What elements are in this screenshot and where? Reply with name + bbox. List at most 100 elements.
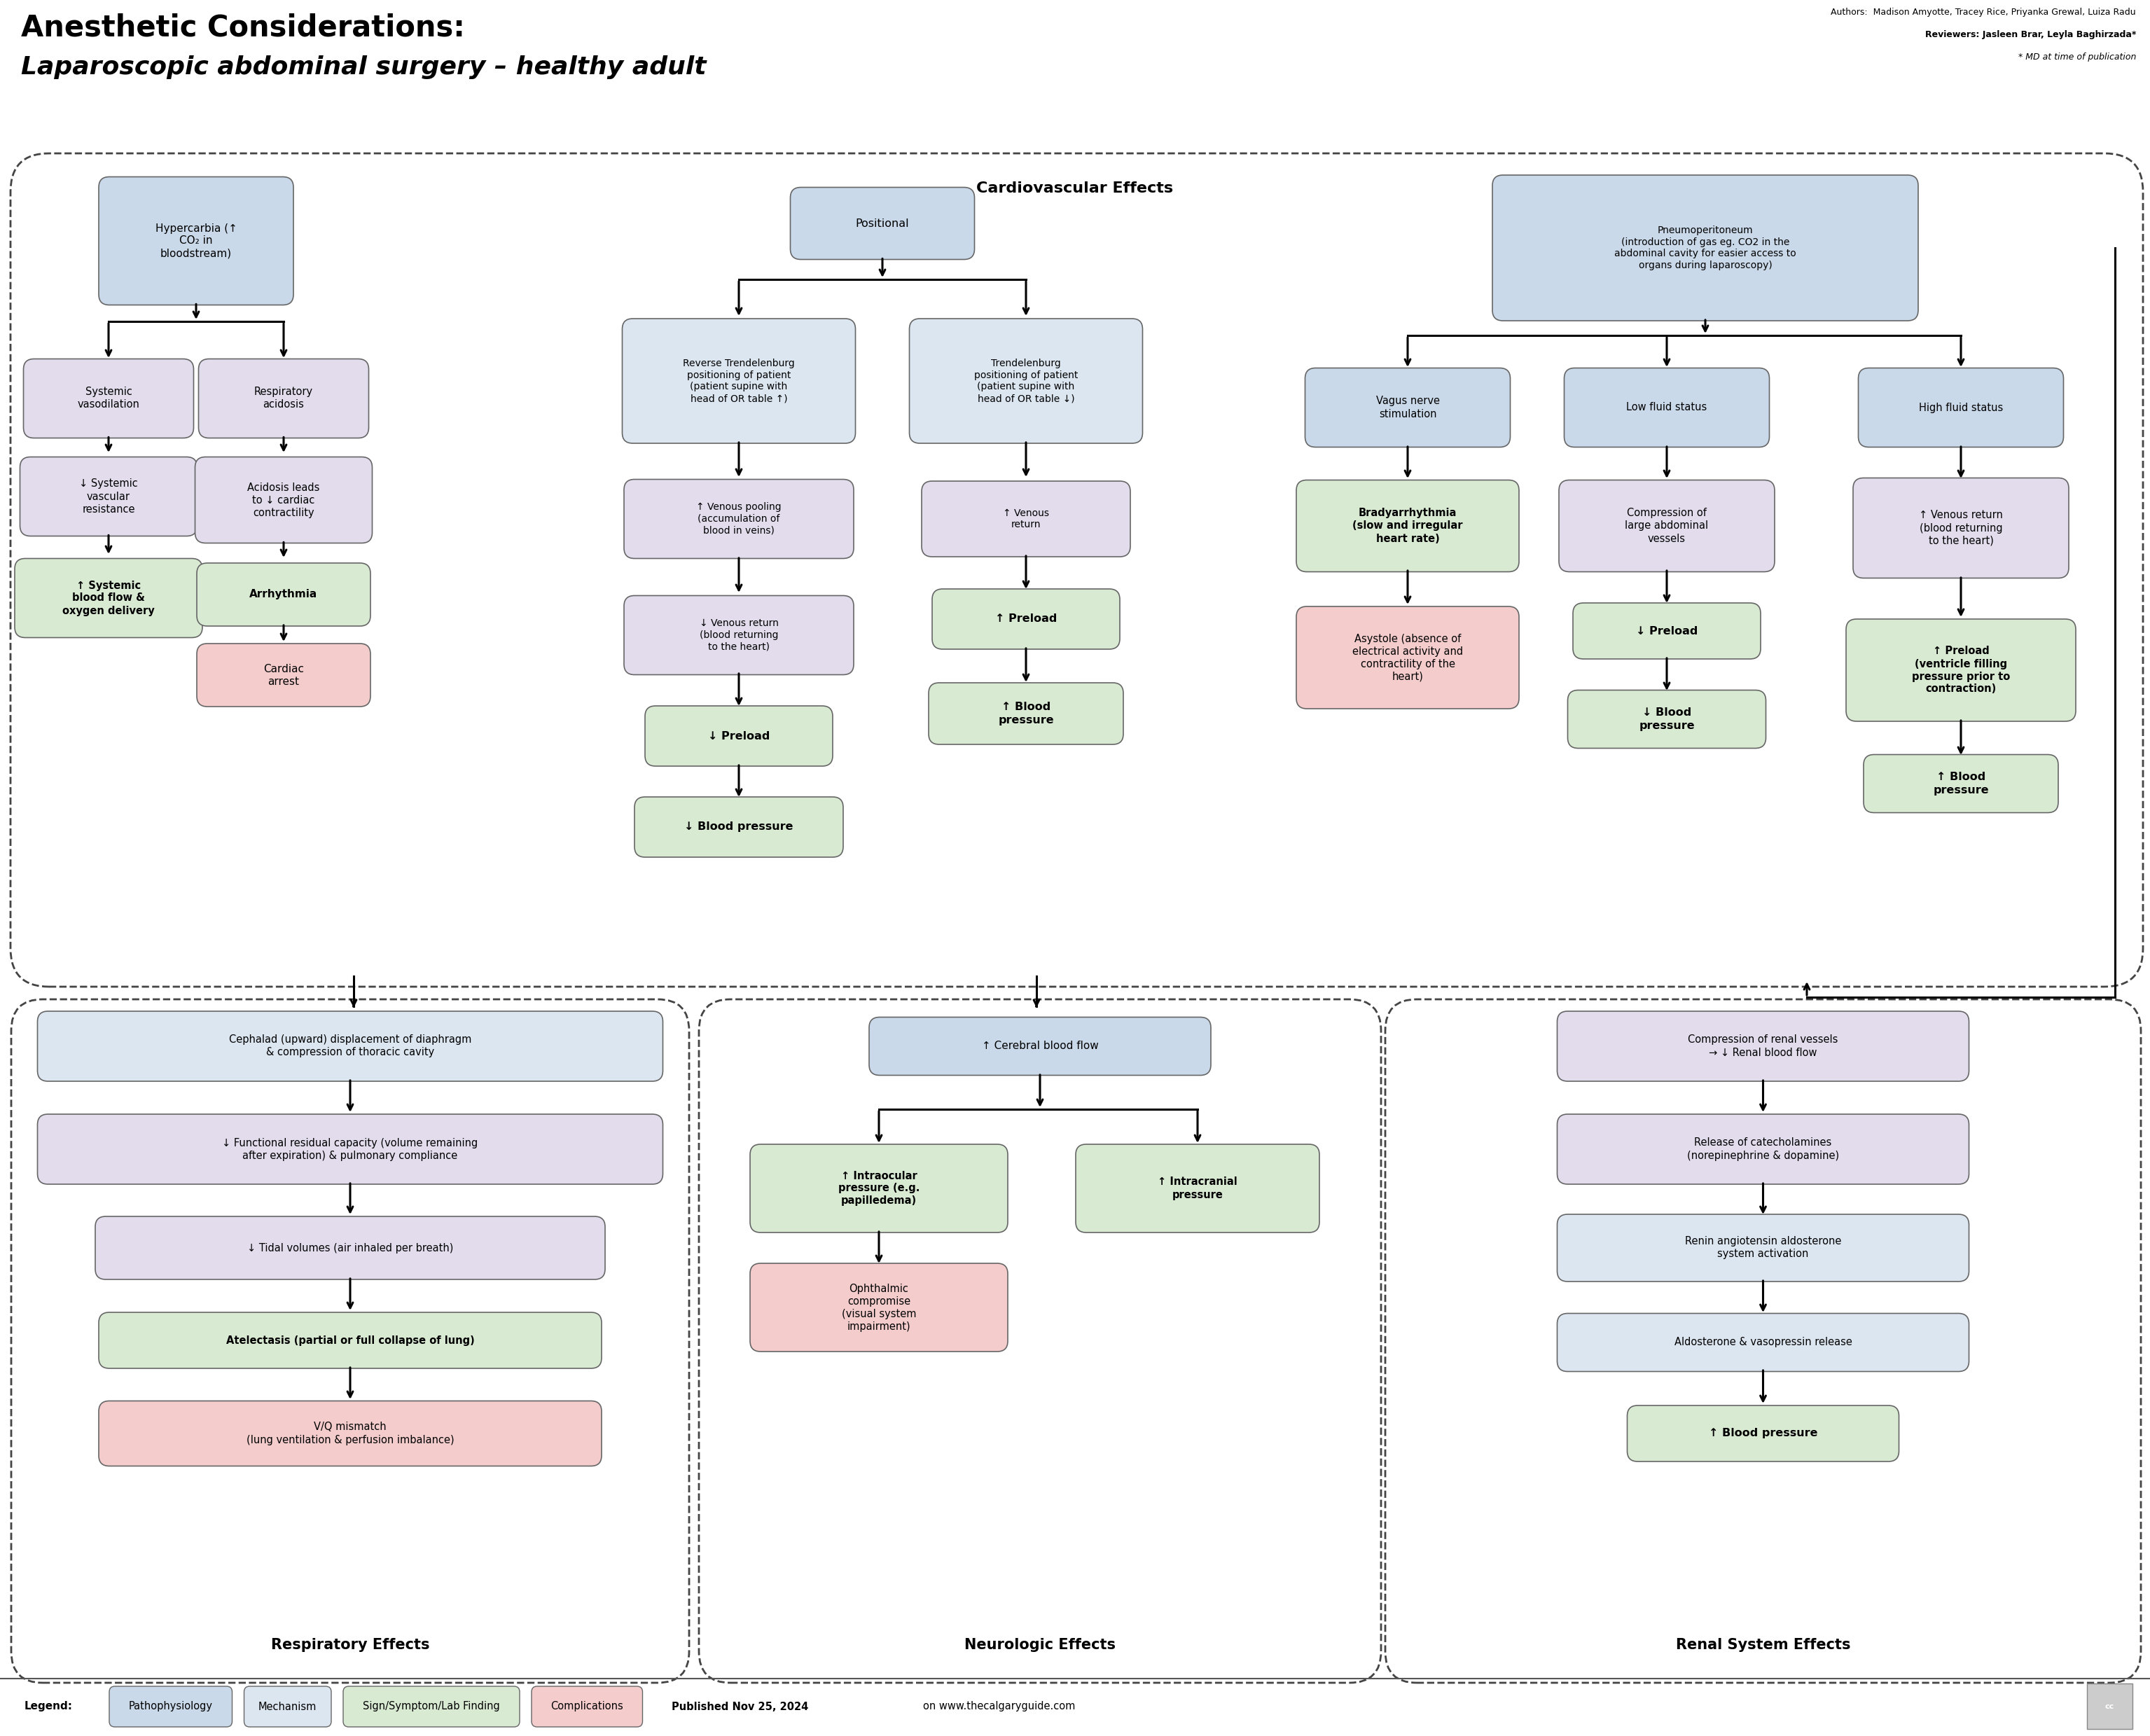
FancyBboxPatch shape bbox=[245, 1686, 331, 1727]
Text: Systemic
vasodilation: Systemic vasodilation bbox=[77, 387, 140, 410]
FancyBboxPatch shape bbox=[196, 457, 372, 543]
Text: V/Q mismatch
(lung ventilation & perfusion imbalance): V/Q mismatch (lung ventilation & perfusi… bbox=[247, 1422, 454, 1444]
Text: on www.thecalgaryguide.com: on www.thecalgaryguide.com bbox=[922, 1701, 1075, 1712]
FancyBboxPatch shape bbox=[699, 1000, 1380, 1682]
FancyBboxPatch shape bbox=[750, 1144, 1008, 1233]
Text: Trendelenburg
positioning of patient
(patient supine with
head of OR table ↓): Trendelenburg positioning of patient (pa… bbox=[974, 358, 1077, 403]
Text: Pathophysiology: Pathophysiology bbox=[129, 1701, 213, 1712]
FancyBboxPatch shape bbox=[24, 359, 194, 437]
Text: Cardiac
arrest: Cardiac arrest bbox=[262, 663, 303, 687]
Text: ↑ Systemic
blood flow &
oxygen delivery: ↑ Systemic blood flow & oxygen delivery bbox=[62, 580, 155, 616]
FancyBboxPatch shape bbox=[929, 682, 1122, 745]
Text: Acidosis leads
to ↓ cardiac
contractility: Acidosis leads to ↓ cardiac contractilit… bbox=[247, 483, 320, 517]
Text: Complications: Complications bbox=[550, 1701, 624, 1712]
FancyBboxPatch shape bbox=[99, 1401, 602, 1465]
Text: Bradyarrhythmia
(slow and irregular
heart rate): Bradyarrhythmia (slow and irregular hear… bbox=[1352, 509, 1462, 543]
Text: Cardiovascular Effects: Cardiovascular Effects bbox=[976, 181, 1174, 196]
FancyBboxPatch shape bbox=[933, 589, 1120, 649]
FancyBboxPatch shape bbox=[1847, 620, 2075, 720]
FancyBboxPatch shape bbox=[909, 319, 1142, 443]
FancyBboxPatch shape bbox=[621, 319, 856, 443]
FancyBboxPatch shape bbox=[110, 1686, 232, 1727]
FancyBboxPatch shape bbox=[1557, 1314, 1969, 1371]
FancyBboxPatch shape bbox=[37, 1115, 662, 1184]
Text: Ophthalmic
compromise
(visual system
impairment): Ophthalmic compromise (visual system imp… bbox=[841, 1283, 916, 1332]
Text: Mechanism: Mechanism bbox=[258, 1701, 316, 1712]
Text: Sign/Symptom/Lab Finding: Sign/Symptom/Lab Finding bbox=[363, 1701, 501, 1712]
FancyBboxPatch shape bbox=[198, 562, 370, 627]
FancyBboxPatch shape bbox=[1075, 1144, 1320, 1233]
Text: ↑ Intracranial
pressure: ↑ Intracranial pressure bbox=[1157, 1177, 1238, 1200]
Text: Compression of renal vessels
→ ↓ Renal blood flow: Compression of renal vessels → ↓ Renal b… bbox=[1688, 1035, 1838, 1057]
FancyBboxPatch shape bbox=[99, 177, 292, 306]
Text: Legend:: Legend: bbox=[24, 1701, 73, 1712]
FancyBboxPatch shape bbox=[634, 797, 843, 858]
Text: Laparoscopic abdominal surgery – healthy adult: Laparoscopic abdominal surgery – healthy… bbox=[22, 56, 707, 80]
Text: ↓ Functional residual capacity (volume remaining
after expiration) & pulmonary c: ↓ Functional residual capacity (volume r… bbox=[221, 1137, 477, 1161]
Text: ↑ Cerebral blood flow: ↑ Cerebral blood flow bbox=[983, 1042, 1099, 1052]
FancyBboxPatch shape bbox=[624, 595, 854, 675]
FancyBboxPatch shape bbox=[99, 1312, 602, 1368]
Text: Pneumoperitoneum
(introduction of gas eg. CO2 in the
abdominal cavity for easier: Pneumoperitoneum (introduction of gas eg… bbox=[1615, 226, 1795, 271]
FancyBboxPatch shape bbox=[1567, 691, 1765, 748]
Text: Vagus nerve
stimulation: Vagus nerve stimulation bbox=[1376, 396, 1440, 418]
FancyBboxPatch shape bbox=[1305, 368, 1509, 448]
Text: ↑ Blood
pressure: ↑ Blood pressure bbox=[998, 701, 1054, 726]
Text: Positional: Positional bbox=[856, 219, 909, 229]
Text: ↑ Preload: ↑ Preload bbox=[995, 615, 1058, 625]
Text: * MD at time of publication: * MD at time of publication bbox=[2019, 52, 2135, 61]
Text: Anesthetic Considerations:: Anesthetic Considerations: bbox=[22, 14, 464, 43]
Text: ↓ Blood pressure: ↓ Blood pressure bbox=[684, 821, 793, 832]
Text: ↓ Blood
pressure: ↓ Blood pressure bbox=[1638, 708, 1694, 731]
Text: Respiratory
acidosis: Respiratory acidosis bbox=[254, 387, 314, 410]
Text: ↓ Venous return
(blood returning
to the heart): ↓ Venous return (blood returning to the … bbox=[699, 618, 778, 651]
FancyBboxPatch shape bbox=[1853, 477, 2068, 578]
Text: Arrhythmia: Arrhythmia bbox=[249, 589, 318, 601]
FancyBboxPatch shape bbox=[19, 457, 198, 536]
FancyBboxPatch shape bbox=[198, 644, 370, 707]
Text: Published Nov 25, 2024: Published Nov 25, 2024 bbox=[671, 1701, 808, 1712]
Text: ↑ Preload
(ventricle filling
pressure prior to
contraction): ↑ Preload (ventricle filling pressure pr… bbox=[1911, 646, 2010, 694]
FancyBboxPatch shape bbox=[750, 1264, 1008, 1352]
Text: Reverse Trendelenburg
positioning of patient
(patient supine with
head of OR tab: Reverse Trendelenburg positioning of pat… bbox=[684, 358, 795, 403]
Text: ↓ Preload: ↓ Preload bbox=[1636, 625, 1698, 635]
FancyBboxPatch shape bbox=[869, 1017, 1210, 1075]
FancyBboxPatch shape bbox=[531, 1686, 643, 1727]
Text: ↓ Systemic
vascular
resistance: ↓ Systemic vascular resistance bbox=[80, 479, 138, 514]
FancyBboxPatch shape bbox=[2088, 1684, 2133, 1729]
Text: Renal System Effects: Renal System Effects bbox=[1675, 1639, 1851, 1653]
Text: Asystole (absence of
electrical activity and
contractility of the
heart): Asystole (absence of electrical activity… bbox=[1352, 634, 1462, 682]
FancyBboxPatch shape bbox=[15, 559, 202, 637]
Text: Cephalad (upward) displacement of diaphragm
& compression of thoracic cavity: Cephalad (upward) displacement of diaphr… bbox=[228, 1035, 471, 1057]
FancyBboxPatch shape bbox=[1858, 368, 2064, 448]
Text: Neurologic Effects: Neurologic Effects bbox=[965, 1639, 1116, 1653]
FancyBboxPatch shape bbox=[1557, 1010, 1969, 1082]
Text: ↑ Blood
pressure: ↑ Blood pressure bbox=[1933, 773, 1989, 795]
Text: Hypercarbia (↑
CO₂ in
bloodstream): Hypercarbia (↑ CO₂ in bloodstream) bbox=[155, 222, 237, 259]
Text: Renin angiotensin aldosterone
system activation: Renin angiotensin aldosterone system act… bbox=[1686, 1236, 1840, 1259]
Text: Reviewers: Jasleen Brar, Leyla Baghirzada*: Reviewers: Jasleen Brar, Leyla Baghirzad… bbox=[1924, 30, 2135, 40]
Text: Compression of
large abdominal
vessels: Compression of large abdominal vessels bbox=[1625, 509, 1709, 543]
Text: ↑ Venous pooling
(accumulation of
blood in veins): ↑ Venous pooling (accumulation of blood … bbox=[697, 502, 780, 535]
FancyBboxPatch shape bbox=[37, 1010, 662, 1082]
Text: Respiratory Effects: Respiratory Effects bbox=[271, 1639, 430, 1653]
FancyBboxPatch shape bbox=[95, 1217, 604, 1279]
FancyBboxPatch shape bbox=[1574, 602, 1761, 660]
Text: ↓ Preload: ↓ Preload bbox=[707, 731, 770, 741]
FancyBboxPatch shape bbox=[1628, 1406, 1898, 1462]
FancyBboxPatch shape bbox=[1385, 1000, 2141, 1682]
FancyBboxPatch shape bbox=[791, 187, 974, 259]
FancyBboxPatch shape bbox=[11, 153, 2144, 986]
FancyBboxPatch shape bbox=[1296, 606, 1520, 708]
FancyBboxPatch shape bbox=[1559, 481, 1774, 571]
FancyBboxPatch shape bbox=[1565, 368, 1769, 448]
FancyBboxPatch shape bbox=[645, 707, 832, 766]
Text: Aldosterone & vasopressin release: Aldosterone & vasopressin release bbox=[1675, 1337, 1851, 1347]
FancyBboxPatch shape bbox=[1557, 1213, 1969, 1281]
FancyBboxPatch shape bbox=[1557, 1115, 1969, 1184]
FancyBboxPatch shape bbox=[11, 1000, 690, 1682]
Text: High fluid status: High fluid status bbox=[1918, 403, 2004, 413]
FancyBboxPatch shape bbox=[1492, 175, 1918, 321]
Text: Atelectasis (partial or full collapse of lung): Atelectasis (partial or full collapse of… bbox=[226, 1335, 475, 1345]
Text: ↑ Venous
return: ↑ Venous return bbox=[1002, 509, 1049, 529]
